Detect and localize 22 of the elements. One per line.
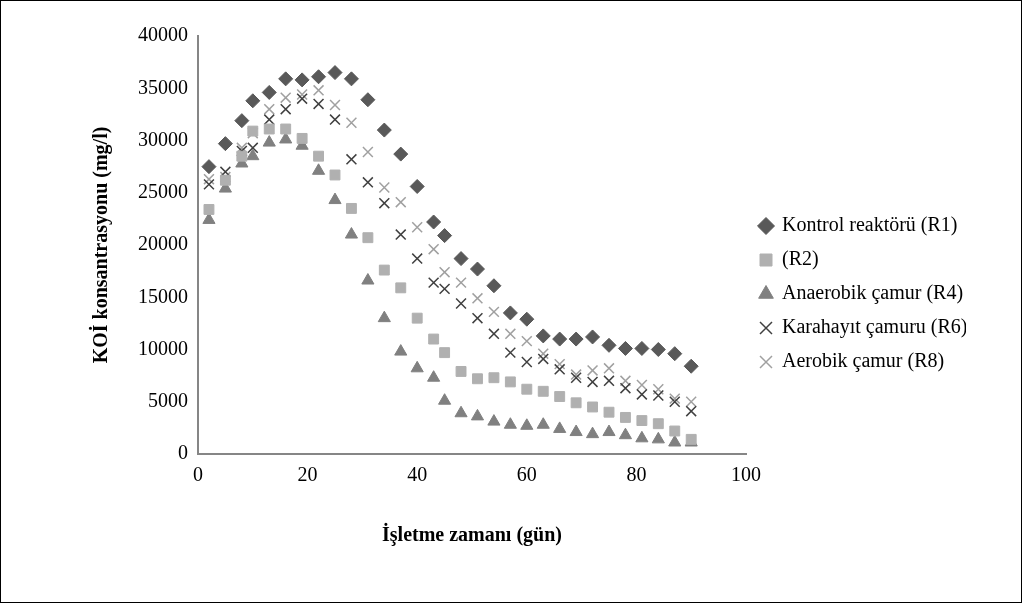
y-tick-label: 25000 xyxy=(138,180,188,202)
y-tick-label: 30000 xyxy=(138,127,188,150)
x-axis-title: İşletme zamanı (gün) xyxy=(382,522,562,547)
y-tick-label: 20000 xyxy=(138,232,188,255)
x-tick-label: 60 xyxy=(516,463,537,486)
y-tick-label: 35000 xyxy=(138,75,188,98)
x-tick-label: 80 xyxy=(626,463,647,486)
legend-label: Aerobik çamur (R8) xyxy=(782,349,945,373)
y-axis-title: KOİ konsantrasyonu (mg/l) xyxy=(88,126,113,364)
y-tick-label: 40000 xyxy=(138,23,188,46)
legend-label: (R2) xyxy=(782,247,819,271)
x-tick-label: 20 xyxy=(297,463,318,486)
x-tick-label: 40 xyxy=(407,463,428,486)
legend-label: Anaerobik çamur (R4) xyxy=(782,281,964,305)
y-tick-label: 15000 xyxy=(138,284,188,307)
x-tick-label: 0 xyxy=(193,463,203,486)
y-tick-label: 10000 xyxy=(138,336,188,359)
legend-label: Kontrol reaktörü (R1) xyxy=(782,213,958,237)
x-tick-label: 100 xyxy=(731,463,761,486)
y-tick-label: 0 xyxy=(178,441,188,464)
legend-label: Karahayıt çamuru (R6) xyxy=(782,315,968,339)
y-tick-label: 5000 xyxy=(148,389,188,411)
